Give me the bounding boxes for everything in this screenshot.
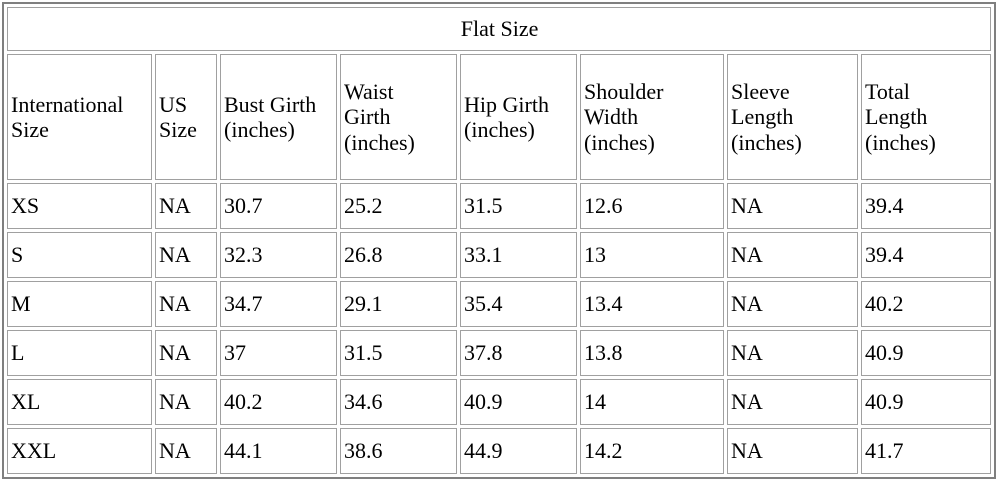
- value-cell: NA: [155, 183, 217, 229]
- column-header-waist-girth-inches: Waist Girth (inches): [340, 54, 457, 180]
- value-cell: 32.3: [220, 232, 337, 278]
- value-cell: 39.4: [861, 232, 992, 278]
- value-cell: NA: [727, 232, 858, 278]
- value-cell: 39.4: [861, 183, 992, 229]
- size-label-cell: L: [7, 330, 152, 376]
- value-cell: 14: [580, 379, 724, 425]
- column-header-sleeve-length-inches: Sleeve Length (inches): [727, 54, 858, 180]
- table-row-xs: XS NA 30.7 25.2 31.5 12.6 NA 39.4: [7, 183, 992, 229]
- value-cell: 44.1: [220, 428, 337, 474]
- value-cell: 40.2: [861, 281, 992, 327]
- value-cell: 13.4: [580, 281, 724, 327]
- value-cell: 12.6: [580, 183, 724, 229]
- value-cell: 14.2: [580, 428, 724, 474]
- value-cell: NA: [727, 183, 858, 229]
- size-label-cell: M: [7, 281, 152, 327]
- column-header-shoulder-width-inches: Shoulder Width (inches): [580, 54, 724, 180]
- column-header-hip-girth-inches: Hip Girth (inches): [460, 54, 577, 180]
- table-row-s: S NA 32.3 26.8 33.1 13 NA 39.4: [7, 232, 992, 278]
- value-cell: 13.8: [580, 330, 724, 376]
- value-cell: NA: [727, 428, 858, 474]
- value-cell: 41.7: [861, 428, 992, 474]
- column-header-label: Hip Girth (inches): [464, 91, 549, 142]
- value-cell: 13: [580, 232, 724, 278]
- value-cell: 31.5: [460, 183, 577, 229]
- size-label-cell: XXL: [7, 428, 152, 474]
- value-cell: 31.5: [340, 330, 457, 376]
- value-cell: 40.9: [460, 379, 577, 425]
- value-cell: 25.2: [340, 183, 457, 229]
- column-header-label: International Size: [11, 91, 124, 142]
- value-cell: NA: [155, 232, 217, 278]
- value-cell: 35.4: [460, 281, 577, 327]
- value-cell: 37: [220, 330, 337, 376]
- value-cell: 30.7: [220, 183, 337, 229]
- column-header-label: Shoulder Width (inches): [584, 79, 664, 155]
- value-cell: NA: [727, 379, 858, 425]
- column-header-label: Sleeve Length (inches): [731, 79, 802, 155]
- table-title-row: Flat Size: [7, 7, 992, 51]
- table-title: Flat Size: [7, 7, 992, 51]
- value-cell: 40.9: [861, 330, 992, 376]
- size-label-cell: S: [7, 232, 152, 278]
- value-cell: 37.8: [460, 330, 577, 376]
- size-label-cell: XS: [7, 183, 152, 229]
- value-cell: NA: [727, 330, 858, 376]
- table-row-l: L NA 37 31.5 37.8 13.8 NA 40.9: [7, 330, 992, 376]
- value-cell: 29.1: [340, 281, 457, 327]
- column-header-label: US Size: [159, 91, 197, 142]
- column-header-bust-girth-inches: Bust Girth (inches): [220, 54, 337, 180]
- value-cell: 38.6: [340, 428, 457, 474]
- column-header-international-size: International Size: [7, 54, 152, 180]
- table-row-xl: XL NA 40.2 34.6 40.9 14 NA 40.9: [7, 379, 992, 425]
- value-cell: 34.7: [220, 281, 337, 327]
- column-header-label: Total Length (inches): [865, 79, 936, 155]
- table-row-m: M NA 34.7 29.1 35.4 13.4 NA 40.2: [7, 281, 992, 327]
- value-cell: 40.2: [220, 379, 337, 425]
- value-cell: 40.9: [861, 379, 992, 425]
- size-label-cell: XL: [7, 379, 152, 425]
- value-cell: 44.9: [460, 428, 577, 474]
- value-cell: 33.1: [460, 232, 577, 278]
- column-header-total-length-inches: Total Length (inches): [861, 54, 992, 180]
- value-cell: NA: [155, 379, 217, 425]
- column-header-row: International Size US Size Bust Girth (inc…: [7, 54, 992, 180]
- column-header-label: Bust Girth (inches): [224, 91, 317, 142]
- column-header-us-size: US Size: [155, 54, 217, 180]
- value-cell: NA: [155, 281, 217, 327]
- value-cell: NA: [727, 281, 858, 327]
- value-cell: 26.8: [340, 232, 457, 278]
- value-cell: 34.6: [340, 379, 457, 425]
- table-row-xxl: XXL NA 44.1 38.6 44.9 14.2 NA 41.7: [7, 428, 992, 474]
- value-cell: NA: [155, 428, 217, 474]
- column-header-label: Waist Girth (inches): [344, 79, 415, 155]
- value-cell: NA: [155, 330, 217, 376]
